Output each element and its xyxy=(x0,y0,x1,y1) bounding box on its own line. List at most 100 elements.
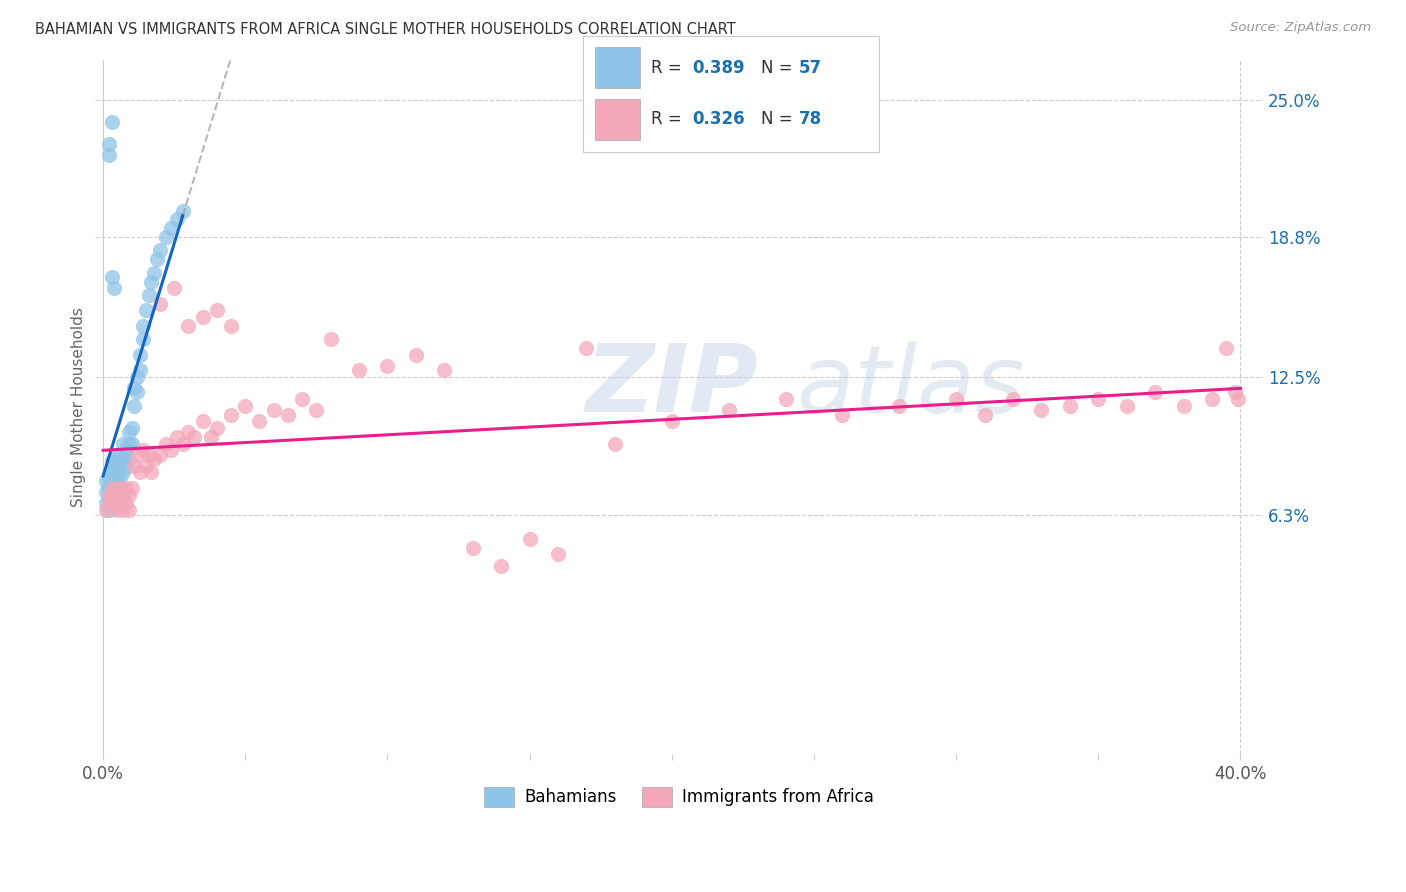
Point xyxy=(129,363,152,377)
Point xyxy=(111,452,134,467)
Text: ZIP: ZIP xyxy=(585,340,758,432)
Point xyxy=(1001,392,1024,406)
Point xyxy=(219,318,242,333)
Point xyxy=(149,296,172,310)
Point xyxy=(103,485,125,500)
Point xyxy=(121,436,143,450)
Text: 0.389: 0.389 xyxy=(693,59,745,77)
Point xyxy=(121,481,143,495)
Bar xyxy=(595,99,640,140)
Point xyxy=(105,487,128,501)
Text: atlas: atlas xyxy=(796,341,1024,432)
Point xyxy=(132,318,155,333)
Point xyxy=(124,399,146,413)
Point xyxy=(291,392,314,406)
Point xyxy=(129,466,152,480)
Point xyxy=(111,436,134,450)
Point xyxy=(115,496,138,510)
Point xyxy=(603,436,626,450)
Point xyxy=(1144,385,1167,400)
Point xyxy=(100,270,122,285)
Point xyxy=(97,136,120,151)
Point xyxy=(108,448,131,462)
Point xyxy=(219,408,242,422)
Text: 57: 57 xyxy=(799,59,823,77)
Point xyxy=(1087,392,1109,406)
Point xyxy=(132,332,155,346)
Point xyxy=(103,491,125,506)
Point xyxy=(135,303,157,318)
Point xyxy=(97,470,120,484)
Point xyxy=(1223,385,1246,400)
Point xyxy=(183,430,205,444)
Point xyxy=(661,414,683,428)
Point xyxy=(973,408,995,422)
Point xyxy=(103,458,125,473)
Point xyxy=(141,466,163,480)
Point xyxy=(160,221,183,235)
Point xyxy=(105,503,128,517)
Point xyxy=(115,458,138,473)
Point xyxy=(1201,392,1223,406)
Point xyxy=(1215,341,1237,355)
Point xyxy=(489,558,512,573)
Point xyxy=(100,476,122,491)
Point xyxy=(129,348,152,362)
Point xyxy=(97,503,120,517)
Point xyxy=(191,310,214,324)
Text: 0.326: 0.326 xyxy=(693,111,745,128)
Point xyxy=(127,370,149,384)
Point xyxy=(172,203,194,218)
Point xyxy=(108,481,131,495)
Text: BAHAMIAN VS IMMIGRANTS FROM AFRICA SINGLE MOTHER HOUSEHOLDS CORRELATION CHART: BAHAMIAN VS IMMIGRANTS FROM AFRICA SINGL… xyxy=(35,22,735,37)
Point xyxy=(347,363,370,377)
Point xyxy=(118,503,141,517)
Text: 78: 78 xyxy=(799,111,823,128)
Point xyxy=(263,403,285,417)
Point xyxy=(305,403,328,417)
Point xyxy=(111,503,134,517)
Point xyxy=(118,436,141,450)
Point xyxy=(172,436,194,450)
Point xyxy=(115,443,138,458)
Point xyxy=(138,448,160,462)
Point xyxy=(94,475,117,489)
Point xyxy=(547,548,569,562)
Point xyxy=(100,487,122,501)
Point xyxy=(103,470,125,484)
Point xyxy=(97,491,120,506)
Point xyxy=(108,470,131,484)
Point xyxy=(135,458,157,473)
Point xyxy=(233,399,256,413)
Point xyxy=(319,332,342,346)
Point xyxy=(103,281,125,295)
Point xyxy=(111,466,134,480)
Point xyxy=(121,421,143,435)
Point xyxy=(177,425,200,440)
Point xyxy=(141,275,163,289)
Point xyxy=(945,392,967,406)
Point xyxy=(163,281,186,295)
Point xyxy=(97,487,120,501)
Text: N =: N = xyxy=(761,59,797,77)
Point xyxy=(177,318,200,333)
Point xyxy=(94,503,117,517)
Point xyxy=(191,414,214,428)
Point xyxy=(118,452,141,467)
Point xyxy=(118,487,141,501)
Point xyxy=(97,481,120,495)
Point xyxy=(94,496,117,510)
Y-axis label: Single Mother Households: Single Mother Households xyxy=(72,307,86,507)
Point xyxy=(519,532,541,546)
Text: R =: R = xyxy=(651,59,688,77)
Point xyxy=(889,399,911,413)
Legend: Bahamians, Immigrants from Africa: Bahamians, Immigrants from Africa xyxy=(477,779,882,815)
Point xyxy=(97,148,120,162)
Point xyxy=(143,266,166,280)
Point xyxy=(108,481,131,495)
Point xyxy=(1115,399,1137,413)
Point xyxy=(377,359,399,373)
Point xyxy=(575,341,598,355)
Point xyxy=(108,496,131,510)
Point xyxy=(94,485,117,500)
